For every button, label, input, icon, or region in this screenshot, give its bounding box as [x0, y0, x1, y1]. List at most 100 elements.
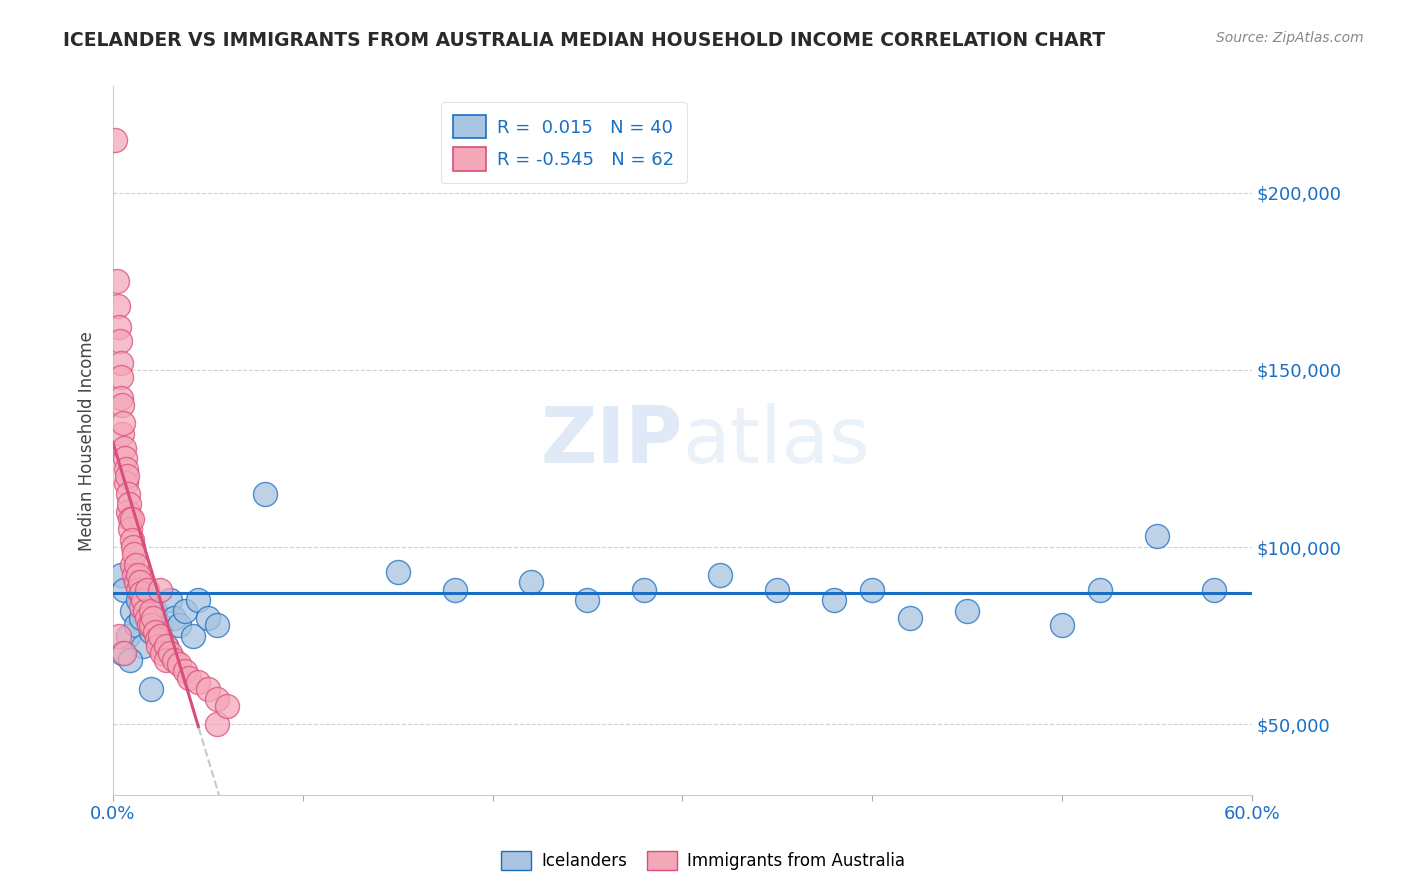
- Point: [1050, 618, 1073, 632]
- Point: [898, 611, 921, 625]
- Legend: R =  0.015   N = 40, R = -0.545   N = 62: R = 0.015 N = 40, R = -0.545 N = 62: [441, 103, 686, 183]
- Point: [163, 611, 186, 625]
- Point: [155, 639, 177, 653]
- Point: [131, 600, 153, 615]
- Point: [128, 575, 150, 590]
- Point: [253, 487, 276, 501]
- Point: [115, 462, 138, 476]
- Text: Source: ZipAtlas.com: Source: ZipAtlas.com: [1216, 31, 1364, 45]
- Point: [136, 582, 159, 597]
- Point: [107, 299, 129, 313]
- Point: [112, 441, 135, 455]
- Point: [108, 334, 131, 349]
- Point: [169, 657, 191, 671]
- Point: [139, 681, 162, 696]
- Point: [633, 582, 655, 597]
- Text: ZIP: ZIP: [540, 402, 682, 479]
- Point: [1088, 582, 1111, 597]
- Text: ICELANDER VS IMMIGRANTS FROM AUSTRALIA MEDIAN HOUSEHOLD INCOME CORRELATION CHART: ICELANDER VS IMMIGRANTS FROM AUSTRALIA M…: [63, 31, 1105, 50]
- Point: [860, 582, 883, 597]
- Point: [125, 575, 148, 590]
- Point: [112, 416, 135, 430]
- Point: [122, 547, 145, 561]
- Point: [110, 391, 132, 405]
- Point: [148, 639, 170, 653]
- Point: [766, 582, 789, 597]
- Point: [143, 604, 166, 618]
- Point: [169, 618, 191, 632]
- Point: [111, 646, 134, 660]
- Point: [112, 582, 135, 597]
- Text: atlas: atlas: [682, 402, 870, 479]
- Point: [709, 568, 731, 582]
- Point: [132, 593, 155, 607]
- Point: [187, 674, 209, 689]
- Point: [117, 505, 139, 519]
- Point: [576, 593, 599, 607]
- Point: [115, 476, 138, 491]
- Point: [142, 611, 165, 625]
- Point: [197, 681, 219, 696]
- Point: [127, 593, 149, 607]
- Point: [136, 611, 159, 625]
- Point: [207, 618, 229, 632]
- Point: [112, 646, 135, 660]
- Point: [207, 717, 229, 731]
- Point: [107, 320, 129, 334]
- Point: [121, 558, 143, 572]
- Point: [118, 522, 141, 536]
- Point: [117, 629, 139, 643]
- Point: [823, 593, 845, 607]
- Y-axis label: Median Household Income: Median Household Income: [79, 331, 96, 550]
- Point: [138, 618, 160, 632]
- Point: [132, 639, 155, 653]
- Point: [1146, 529, 1168, 543]
- Point: [118, 511, 141, 525]
- Point: [443, 582, 465, 597]
- Point: [131, 586, 153, 600]
- Point: [149, 618, 172, 632]
- Point: [107, 629, 129, 643]
- Point: [215, 699, 238, 714]
- Point: [131, 611, 153, 625]
- Point: [159, 593, 181, 607]
- Point: [155, 653, 177, 667]
- Point: [117, 487, 139, 501]
- Point: [111, 398, 134, 412]
- Point: [122, 568, 145, 582]
- Point: [187, 593, 209, 607]
- Point: [110, 568, 132, 582]
- Point: [105, 274, 128, 288]
- Point: [149, 629, 172, 643]
- Point: [104, 132, 127, 146]
- Point: [110, 356, 132, 370]
- Legend: Icelanders, Immigrants from Australia: Icelanders, Immigrants from Australia: [495, 844, 911, 877]
- Point: [174, 604, 197, 618]
- Point: [121, 533, 143, 547]
- Point: [519, 575, 541, 590]
- Point: [181, 629, 204, 643]
- Point: [177, 671, 200, 685]
- Point: [125, 558, 148, 572]
- Point: [121, 511, 143, 525]
- Point: [159, 646, 181, 660]
- Point: [134, 604, 156, 618]
- Point: [150, 646, 173, 660]
- Point: [118, 653, 141, 667]
- Point: [136, 582, 159, 597]
- Point: [121, 604, 143, 618]
- Point: [197, 611, 219, 625]
- Point: [139, 618, 162, 632]
- Point: [114, 451, 136, 466]
- Point: [115, 469, 138, 483]
- Point: [111, 426, 134, 441]
- Point: [207, 692, 229, 706]
- Point: [110, 370, 132, 384]
- Point: [149, 582, 172, 597]
- Point: [1202, 582, 1225, 597]
- Point: [127, 568, 149, 582]
- Point: [118, 498, 141, 512]
- Point: [125, 618, 148, 632]
- Point: [155, 639, 177, 653]
- Point: [121, 540, 143, 554]
